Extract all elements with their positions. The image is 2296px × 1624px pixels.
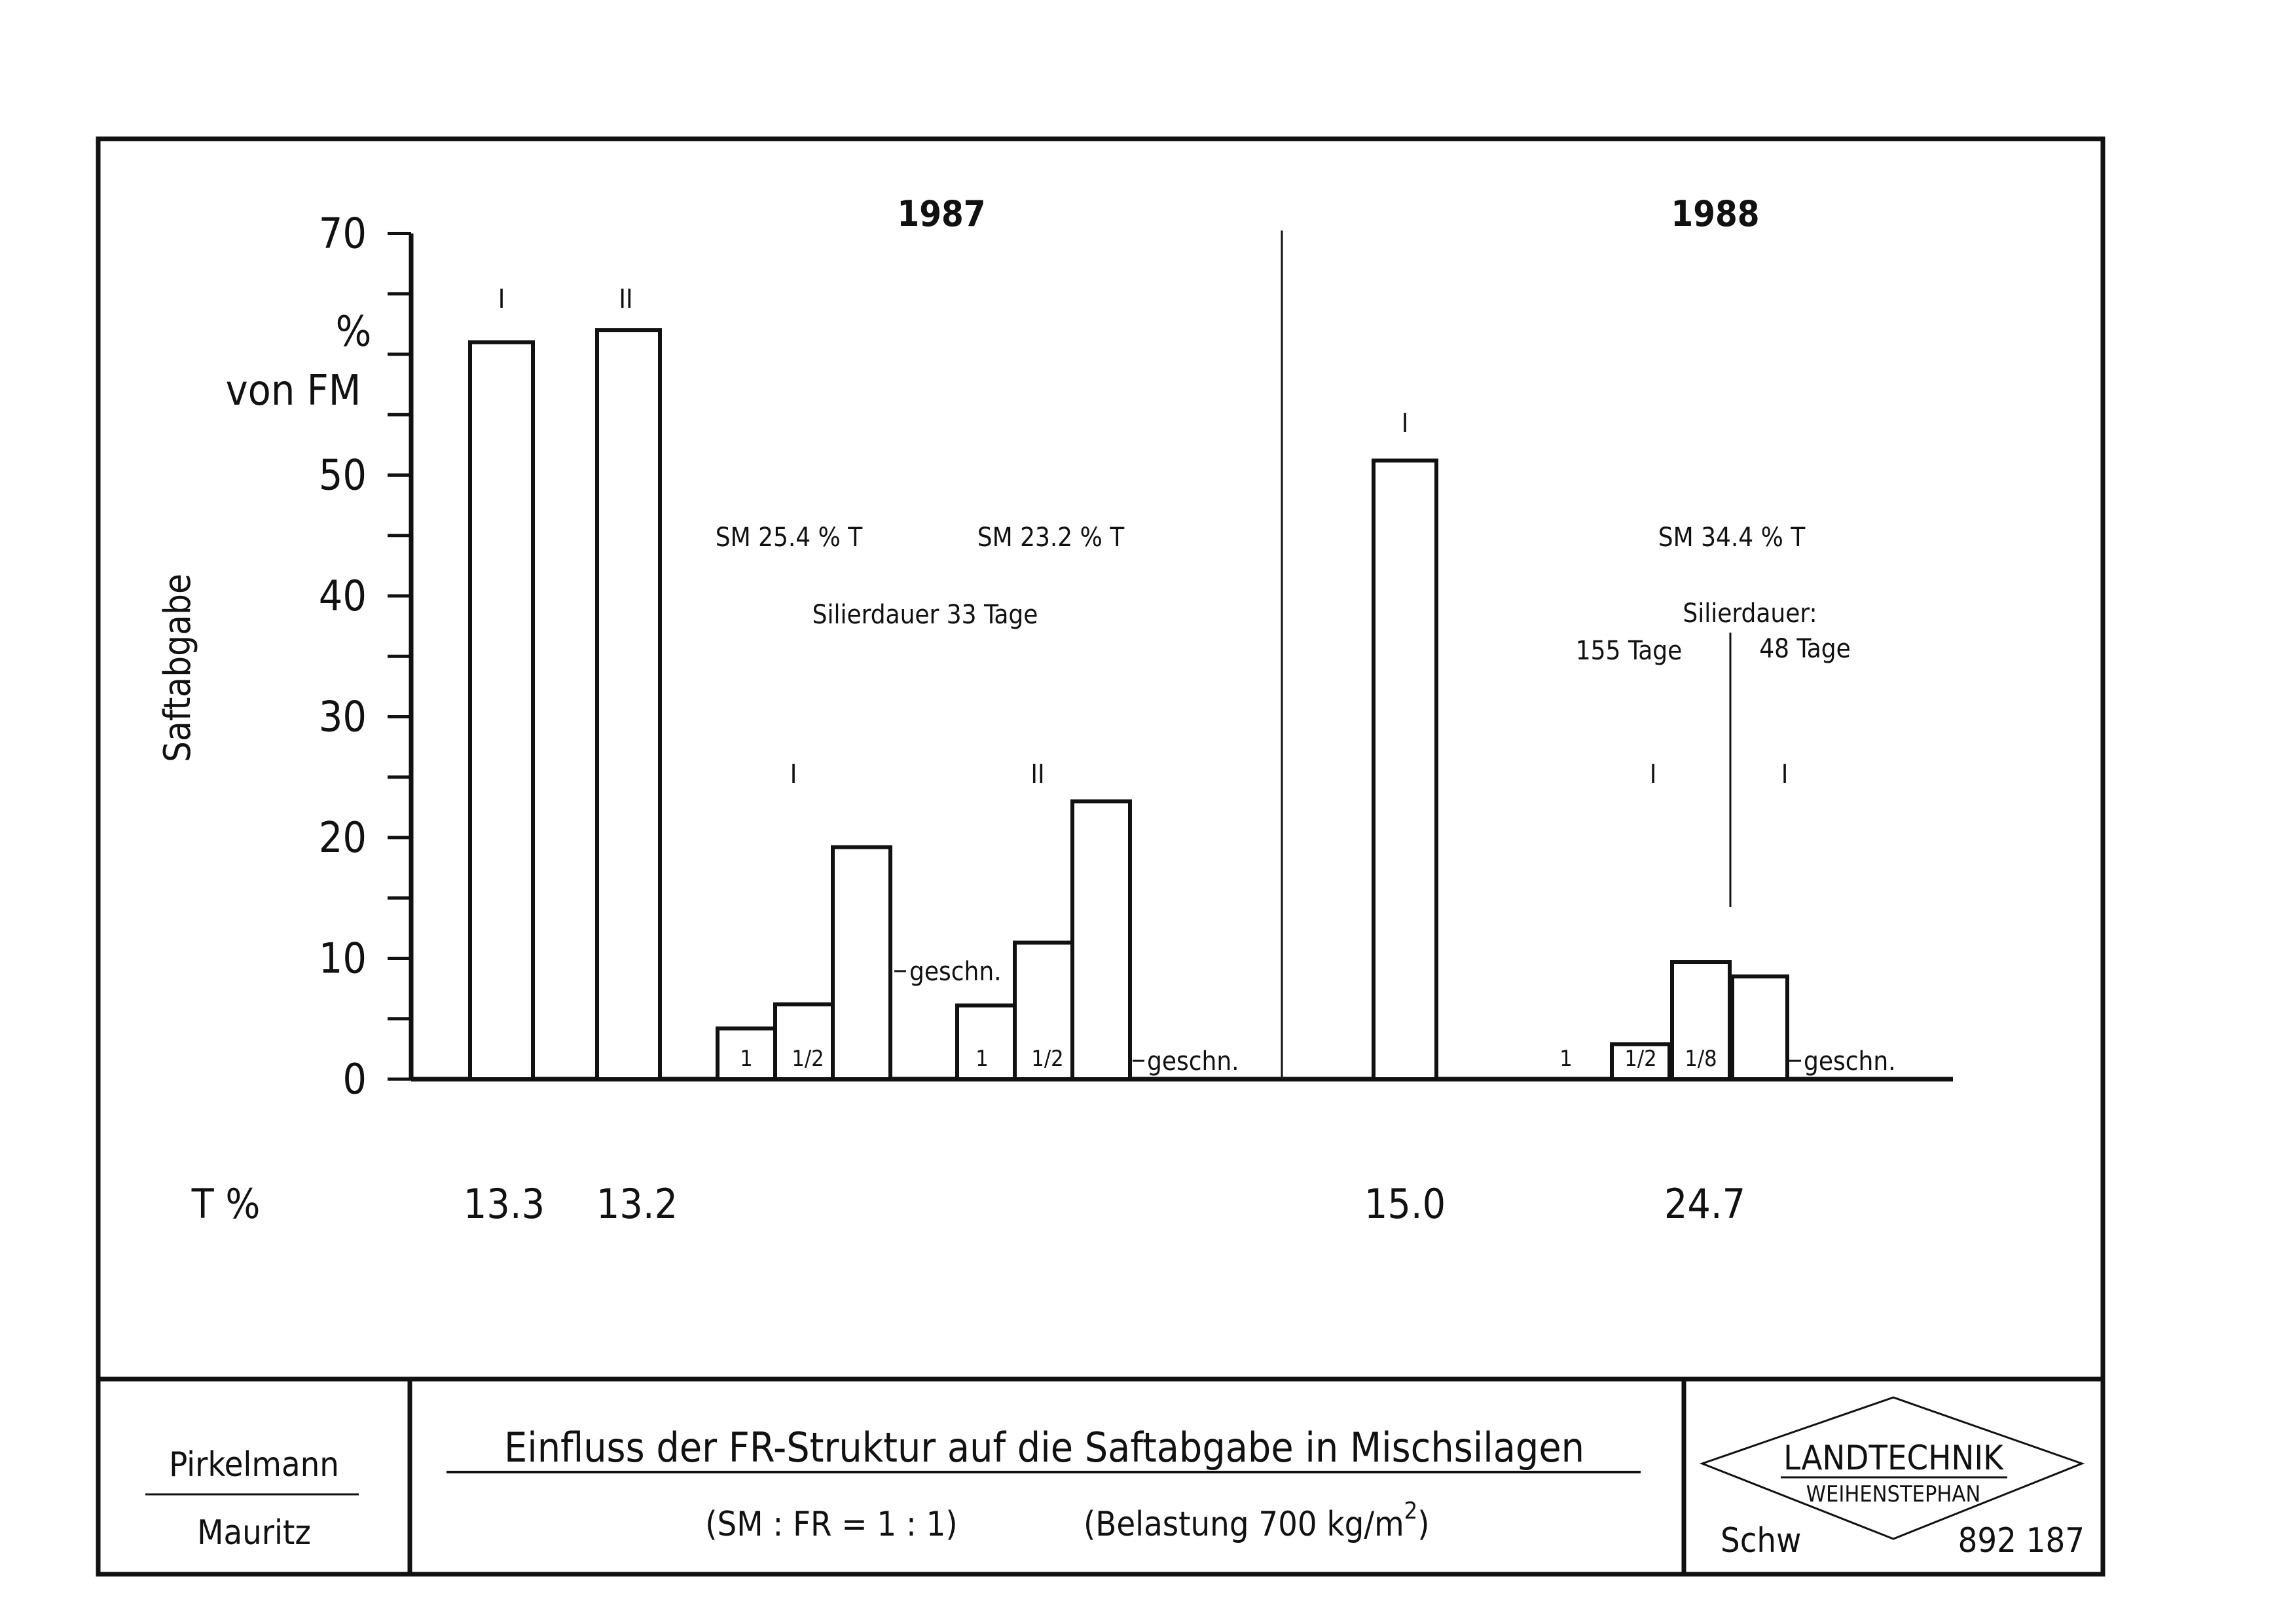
bar-5 <box>955 1003 1017 1081</box>
bar-4 <box>831 845 892 1081</box>
silierdauer-1987: Silierdauer 33 Tage <box>812 600 1038 630</box>
y-tick-label-40: 40 <box>319 572 367 621</box>
bar-t-value-11: 24.7 <box>1664 1180 1745 1228</box>
bar-label-3: 1/2 <box>792 1046 824 1072</box>
footer-subtitle-load-sup: 2 <box>1404 1498 1418 1524</box>
tage-155: 155 Tage <box>1576 636 1683 666</box>
footer-title: Einfluss der FR-Struktur auf die Saftabg… <box>504 1424 1584 1471</box>
bar-label-2: 1 <box>740 1046 752 1072</box>
y-tick-label-70: 70 <box>319 210 367 259</box>
logo-code-right: 892 187 <box>1958 1521 2085 1560</box>
bar-3 <box>773 1002 835 1081</box>
bar-t-value-0: 13.3 <box>464 1180 545 1228</box>
bar-11 <box>1670 960 1732 1082</box>
bar-t-value-1: 13.2 <box>596 1180 678 1228</box>
sm-1987-2: SM 23.2 % T <box>977 523 1125 553</box>
logo-diamond-icon <box>1699 1396 2085 1540</box>
bar-6 <box>1013 940 1074 1082</box>
bar-label-5: 1 <box>975 1046 988 1072</box>
bar-label-10: 1/2 <box>1624 1046 1656 1072</box>
logo-weihenstephan: WEIHENSTEPHAN <box>1806 1481 1980 1507</box>
bar-variant-8: I <box>1402 409 1409 439</box>
bar-variant-1: II <box>619 284 632 314</box>
y-tick-label-10: 10 <box>319 935 367 984</box>
bar-1 <box>595 328 662 1082</box>
bar-variant-11: I <box>1650 760 1657 790</box>
bar-group: I 13.3 II 13.2 1 I 1/2 1 II 1/2 I 15.0 1 1/2 1/8 I 24.7 I <box>464 284 1789 1228</box>
logo-landtechnik: LANDTECHNIK <box>1783 1439 2004 1478</box>
logo-code-left: Schw <box>1721 1521 1801 1560</box>
bar-variant-5: II <box>1030 760 1044 790</box>
bar-12 <box>1730 974 1789 1082</box>
bar-variant-12: I <box>1781 760 1789 790</box>
y-tick-label-30: 30 <box>319 693 367 742</box>
geschn-label-1: geschn. <box>909 957 1002 987</box>
t-percent-label: T % <box>191 1180 261 1228</box>
bar-7 <box>1070 799 1132 1082</box>
bar-label-11: 1/8 <box>1685 1046 1717 1072</box>
y-unit-percent: % <box>336 308 372 356</box>
footer-subtitle-load: (Belastung 700 kg/m2) <box>1084 1498 1430 1544</box>
y-unit-fm: von FM <box>226 367 361 415</box>
bar-t-value-8: 15.0 <box>1364 1180 1446 1228</box>
footer-subtitle-ratio: (SM : FR = 1 : 1) <box>705 1505 957 1544</box>
bar-8 <box>1372 458 1438 1081</box>
geschn-label-3: geschn. <box>1804 1046 1896 1077</box>
year-1988-label: 1988 <box>1671 193 1759 234</box>
bar-0 <box>468 340 535 1081</box>
geschn-label-2: geschn. <box>1147 1046 1239 1077</box>
bar-label-9: 1 <box>1559 1046 1572 1072</box>
tage-48: 48 Tage <box>1759 634 1851 664</box>
y-axis-label: Saftabgabe <box>156 574 199 762</box>
y-tick-label-50: 50 <box>319 452 367 500</box>
y-tick-label-0: 0 <box>342 1056 367 1104</box>
year-1987-label: 1987 <box>897 193 985 234</box>
bar-variant-0: I <box>498 284 505 314</box>
sm-1987-1: SM 25.4 % T <box>716 523 863 553</box>
author-mauritz: Mauritz <box>197 1513 311 1553</box>
footer-subtitle-load-end: ) <box>1417 1505 1429 1544</box>
author-pirkelmann: Pirkelmann <box>169 1445 339 1485</box>
footer-subtitle-load-text: (Belastung 700 kg/m <box>1084 1505 1404 1544</box>
bar-10 <box>1610 1042 1671 1081</box>
bar-label-6: 1/2 <box>1031 1046 1063 1072</box>
sm-1988: SM 34.4 % T <box>1658 523 1806 553</box>
bar-variant-2: I <box>790 760 797 790</box>
silierdauer-1988: Silierdauer: <box>1683 599 1817 629</box>
outer-frame <box>96 136 2105 1577</box>
y-tick-label-20: 20 <box>319 814 367 862</box>
